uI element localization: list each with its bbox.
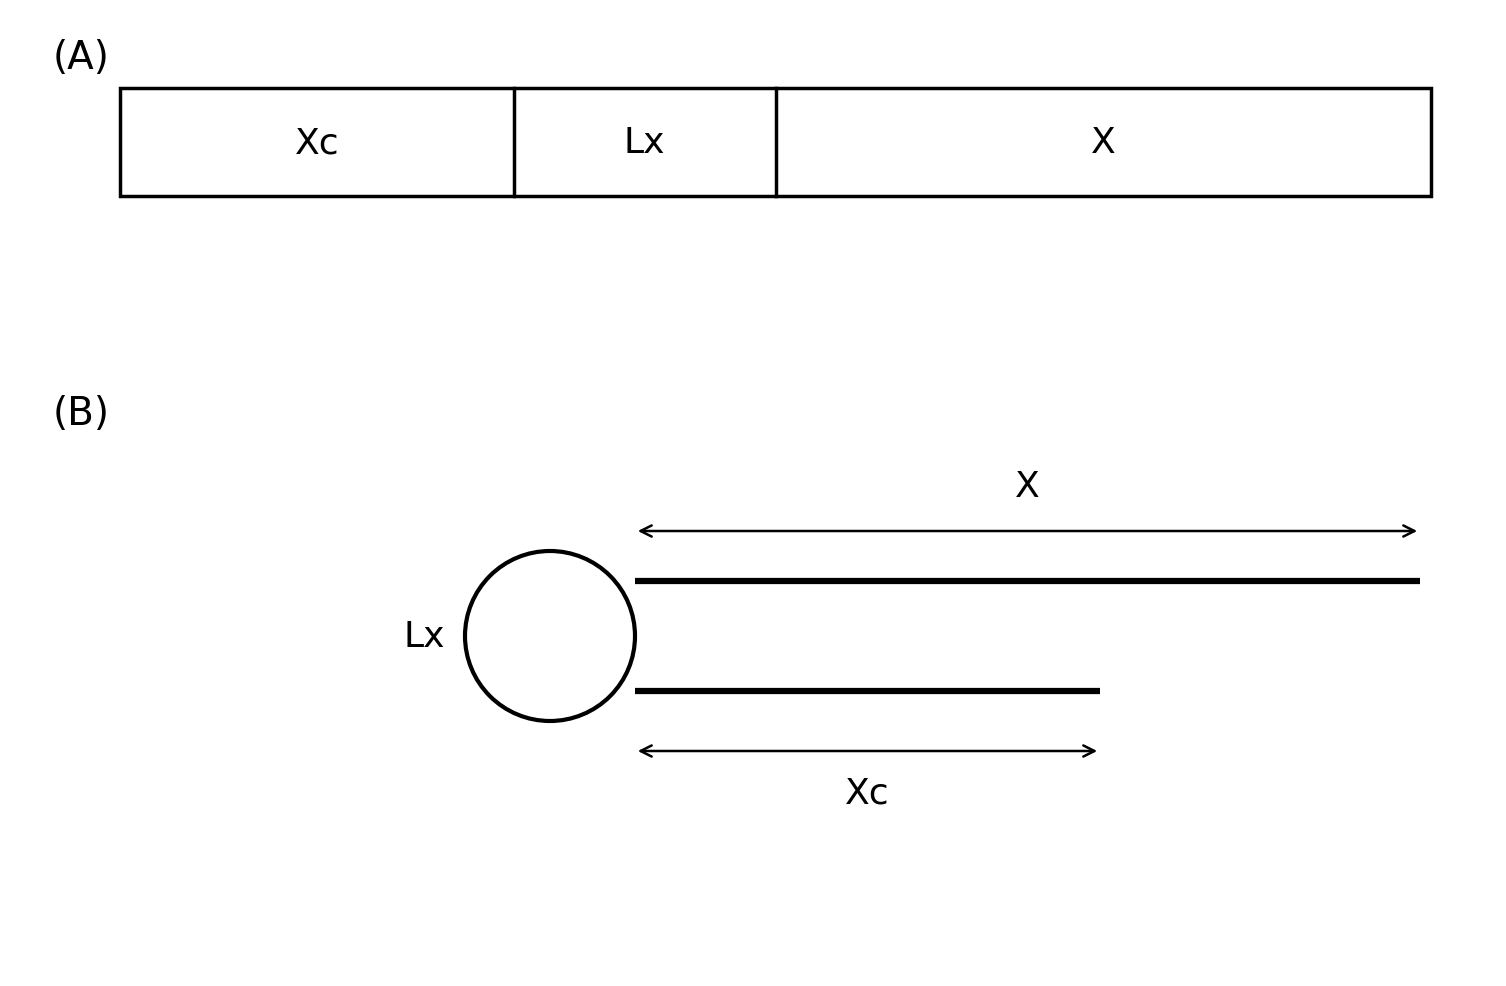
Text: (B): (B) bbox=[53, 394, 110, 433]
Text: X: X bbox=[1090, 126, 1116, 160]
Bar bbox=[120, 89, 1431, 197]
Text: Lx: Lx bbox=[623, 126, 666, 160]
Text: X: X bbox=[1015, 469, 1039, 504]
Text: (A): (A) bbox=[53, 39, 110, 78]
Text: Lx: Lx bbox=[404, 619, 444, 654]
Text: Xc: Xc bbox=[845, 776, 890, 810]
Text: Xc: Xc bbox=[295, 126, 339, 160]
